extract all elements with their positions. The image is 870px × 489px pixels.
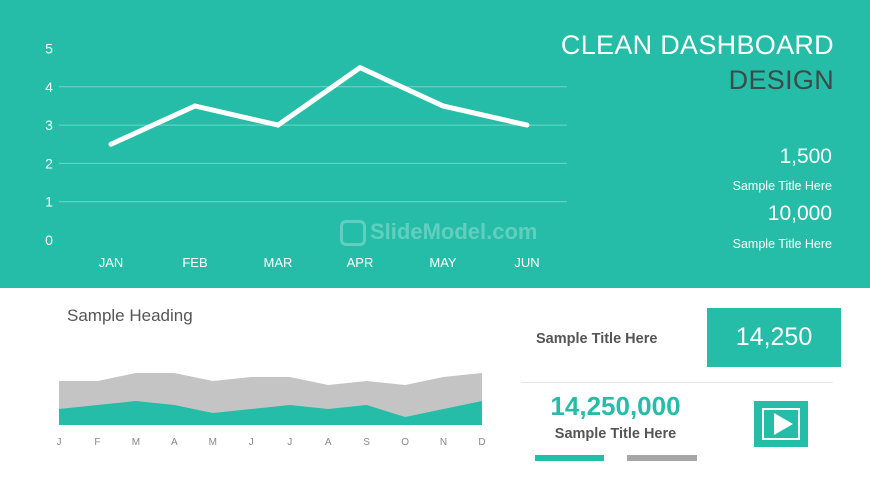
big-kpi-label: Sample Title Here xyxy=(554,426,677,442)
y-tick-label: 0 xyxy=(45,232,53,248)
area-x-tick-label: N xyxy=(439,437,448,448)
top-panel: 0 1 2 3 4 5 JAN FEB MAR APR MAY JUN CLEAN DASHBOARD… xyxy=(0,0,870,288)
watermark-text: SlideModel.com xyxy=(370,219,538,244)
big-kpi-value: 14,250,000 xyxy=(550,391,681,421)
area-x-tick-label: F xyxy=(94,437,101,448)
dashboard-subtitle: DESIGN xyxy=(728,65,834,95)
kpi-value-box: 14,250 xyxy=(707,308,841,367)
kpi-row1-label: Sample Title Here xyxy=(536,331,658,347)
area-x-tick-label: M xyxy=(208,437,217,448)
watermark: SlideModel.com xyxy=(340,219,538,247)
x-tick-label: MAR xyxy=(264,255,293,270)
area-series-teal xyxy=(59,401,482,425)
y-tick-label: 1 xyxy=(45,194,53,210)
x-tick-label: APR xyxy=(347,255,374,270)
y-tick-label: 3 xyxy=(45,117,53,133)
area-x-tick-label: A xyxy=(324,437,332,448)
x-tick-label: MAY xyxy=(429,255,457,270)
area-chart xyxy=(59,373,482,425)
stat-value-1: 1,500 xyxy=(779,145,832,168)
area-x-tick-label: J xyxy=(287,437,293,448)
area-x-tick-label: A xyxy=(171,437,178,448)
dashboard-title: CLEAN DASHBOARD xyxy=(560,30,834,60)
y-tick-label: 5 xyxy=(45,41,53,57)
play-icon-frame xyxy=(762,408,800,440)
area-x-tick-label: M xyxy=(131,437,141,448)
x-tick-label: JAN xyxy=(99,255,124,270)
area-x-tick-label: J xyxy=(56,437,62,448)
kpi-value: 14,250 xyxy=(735,323,813,351)
area-x-tick-label: D xyxy=(478,437,486,448)
watermark-logo-icon xyxy=(340,220,366,247)
play-button[interactable] xyxy=(754,401,808,447)
stat-label-2: Sample Title Here xyxy=(732,237,832,251)
y-tick-label: 2 xyxy=(45,155,53,171)
x-tick-label: JUN xyxy=(514,255,539,270)
series-line xyxy=(108,64,530,147)
y-tick-label: 4 xyxy=(45,79,53,95)
area-x-tick-label: J xyxy=(248,437,254,448)
area-x-tick-label: O xyxy=(401,437,409,448)
line-chart: 0 1 2 3 4 5 JAN FEB MAR APR MAY JUN xyxy=(45,41,567,270)
divider xyxy=(521,382,833,383)
area-x-tick-label: S xyxy=(363,437,370,448)
x-tick-label: FEB xyxy=(182,255,207,270)
progress-bar-teal xyxy=(535,455,604,461)
stat-value-2: 10,000 xyxy=(767,202,832,225)
stat-label-1: Sample Title Here xyxy=(732,179,832,193)
progress-bar-gray xyxy=(627,455,697,461)
area-chart-heading: Sample Heading xyxy=(67,306,193,325)
play-icon xyxy=(773,413,793,435)
